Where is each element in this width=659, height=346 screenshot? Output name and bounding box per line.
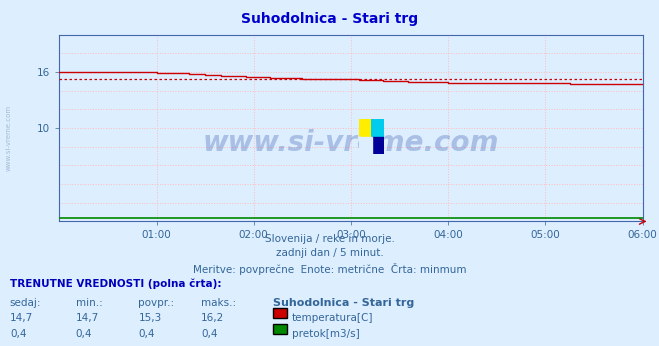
Polygon shape	[359, 137, 372, 154]
Polygon shape	[372, 119, 384, 137]
Polygon shape	[372, 119, 384, 137]
Bar	[359, 119, 372, 137]
Polygon shape	[359, 137, 372, 154]
Text: zadnji dan / 5 minut.: zadnji dan / 5 minut.	[275, 248, 384, 258]
Text: 16,2: 16,2	[201, 313, 224, 323]
Text: 14,7: 14,7	[76, 313, 99, 323]
Text: maks.:: maks.:	[201, 298, 236, 308]
Text: Suhodolnica - Stari trg: Suhodolnica - Stari trg	[241, 12, 418, 26]
Bar	[372, 137, 384, 154]
Text: Slovenija / reke in morje.: Slovenija / reke in morje.	[264, 234, 395, 244]
Text: 0,4: 0,4	[138, 329, 155, 339]
Text: 0,4: 0,4	[10, 329, 26, 339]
Text: www.si-vreme.com: www.si-vreme.com	[5, 105, 12, 172]
Text: TRENUTNE VREDNOSTI (polna črta):: TRENUTNE VREDNOSTI (polna črta):	[10, 279, 221, 289]
Text: 0,4: 0,4	[76, 329, 92, 339]
Text: temperatura[C]: temperatura[C]	[292, 313, 374, 323]
Text: www.si-vreme.com: www.si-vreme.com	[203, 129, 499, 157]
Text: 15,3: 15,3	[138, 313, 161, 323]
Text: 14,7: 14,7	[10, 313, 33, 323]
Text: pretok[m3/s]: pretok[m3/s]	[292, 329, 360, 339]
Text: sedaj:: sedaj:	[10, 298, 42, 308]
Text: Suhodolnica - Stari trg: Suhodolnica - Stari trg	[273, 298, 415, 308]
Text: povpr.:: povpr.:	[138, 298, 175, 308]
Text: min.:: min.:	[76, 298, 103, 308]
Text: Meritve: povprečne  Enote: metrične  Črta: minmum: Meritve: povprečne Enote: metrične Črta:…	[192, 263, 467, 275]
Text: 0,4: 0,4	[201, 329, 217, 339]
